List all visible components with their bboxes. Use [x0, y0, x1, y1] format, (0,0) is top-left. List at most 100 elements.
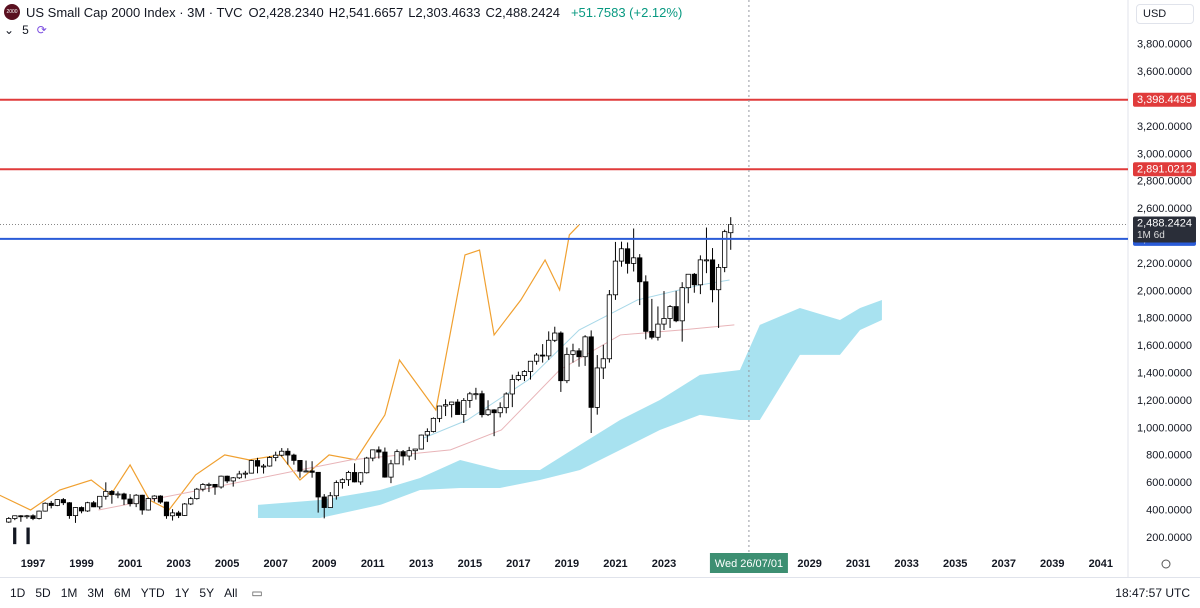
candle-body — [649, 330, 655, 338]
indicators[interactable]: ⌄ 5 ⟳ — [4, 23, 47, 37]
ohlc-item: O2,428.2340 — [249, 5, 324, 20]
candle-body — [242, 472, 248, 475]
candle-body — [582, 336, 588, 358]
sync-icon[interactable]: ⟳ — [36, 23, 47, 37]
last-price-bg — [1133, 216, 1196, 243]
ichimoku-cloud — [257, 300, 882, 518]
candle-body — [412, 448, 418, 452]
candle-body — [236, 473, 242, 479]
x-tick-label: 2005 — [215, 558, 239, 570]
timeframe-button[interactable]: YTD — [140, 586, 165, 600]
x-tick-label: 2017 — [506, 558, 530, 570]
candle-body — [394, 451, 400, 465]
toolbar: 1D 5D 1M 3M 6M YTD 1Y 5Y All ▭ 18:47:57 UTC — [0, 577, 1200, 608]
candle-body — [564, 353, 570, 382]
candle-body — [36, 510, 42, 519]
x-tick-label: 2009 — [312, 558, 336, 570]
y-tick-label: 1,400.0000 — [1137, 367, 1192, 379]
candle-body — [533, 354, 540, 362]
last-price-label: 2,488.2424 — [1137, 217, 1192, 229]
candle-body — [358, 472, 364, 483]
candle-body — [212, 483, 218, 488]
candle-body — [188, 498, 194, 505]
candle-body — [339, 479, 346, 484]
timeframe-button[interactable]: 5Y — [199, 586, 215, 600]
candle-body — [679, 287, 685, 322]
crosshair-label-bg — [709, 553, 788, 573]
candle-body — [691, 273, 697, 286]
ohlc-key: L — [408, 4, 416, 20]
candle-body — [163, 501, 170, 517]
candle-body — [333, 482, 339, 497]
candle-body — [503, 393, 509, 409]
candle-body — [655, 323, 661, 338]
timeframe-button[interactable]: 5D — [35, 586, 51, 600]
candle-body — [631, 257, 637, 264]
timeframe-button[interactable]: 3M — [87, 586, 105, 600]
candle-body — [540, 354, 546, 357]
timeframe-button[interactable]: 1Y — [174, 586, 190, 600]
timeframe-button[interactable]: 6M — [114, 586, 131, 600]
candle-body — [467, 393, 473, 401]
candle-body — [254, 460, 261, 467]
candle-body — [72, 507, 79, 517]
candle-body — [370, 449, 376, 459]
candle-body — [42, 502, 48, 512]
candle-body — [685, 273, 691, 289]
candle-body — [461, 400, 467, 415]
candle-body — [200, 484, 206, 490]
candle-body — [6, 518, 12, 523]
candle-body — [151, 495, 157, 499]
timeframe-button[interactable]: All — [224, 586, 238, 600]
collapse[interactable]: ⌄ — [4, 23, 15, 37]
y-tick-label: 2,600.0000 — [1137, 203, 1192, 215]
y-tick-label: 1,800.0000 — [1137, 313, 1192, 325]
indicator-count[interactable]: 5 — [22, 23, 29, 37]
candle-body — [546, 339, 552, 357]
candle-body — [97, 495, 103, 508]
candle-body — [206, 483, 212, 486]
price-label-bg — [1133, 162, 1196, 177]
clock: 18:47:57 UTC — [1115, 586, 1190, 600]
candle-body — [182, 503, 188, 516]
candle-body — [248, 460, 255, 474]
candle-body — [661, 318, 667, 325]
candle-body — [121, 493, 127, 500]
candle-body — [267, 457, 273, 467]
x-tick-label: 2019 — [555, 558, 579, 570]
candle-body — [406, 450, 412, 457]
timeframe-button[interactable]: 1D — [10, 586, 26, 600]
price-label: 2,891.0212 — [1137, 164, 1192, 176]
timeframe-button[interactable]: 1M — [60, 586, 78, 600]
candle-body — [218, 475, 224, 488]
candle-body — [449, 401, 455, 406]
x-tick-label: 2037 — [992, 558, 1016, 570]
candle-body — [169, 512, 176, 517]
candle-body — [424, 431, 430, 436]
settings-icon[interactable] — [1161, 559, 1171, 569]
candle-body — [12, 515, 18, 519]
candle-body — [600, 358, 606, 369]
ohlc-value: 2,541.6657 — [338, 4, 404, 20]
y-tick-label: 800.0000 — [1146, 450, 1192, 462]
candle-body — [24, 515, 30, 518]
y-tick-label: 3,600.0000 — [1137, 66, 1192, 78]
x-tick-label: 2015 — [458, 558, 482, 570]
candle-body — [624, 248, 631, 264]
x-tick-label: 2041 — [1089, 558, 1113, 570]
candle-body — [115, 493, 121, 496]
candle-body — [388, 463, 394, 478]
y-tick-label: 2,000.0000 — [1137, 285, 1192, 297]
candle-body — [85, 502, 91, 512]
candle-body — [321, 496, 327, 508]
ohlc-key: H — [328, 4, 339, 20]
currency[interactable]: USD — [1136, 4, 1194, 24]
date-range-icon[interactable]: ▭ — [251, 586, 263, 600]
candle-body — [66, 502, 73, 517]
y-tick-label: 2,800.0000 — [1137, 176, 1192, 188]
y-tick-label: 400.0000 — [1146, 504, 1192, 516]
candle-body — [509, 379, 515, 395]
candle-body — [606, 294, 612, 360]
candle-body — [418, 434, 424, 450]
